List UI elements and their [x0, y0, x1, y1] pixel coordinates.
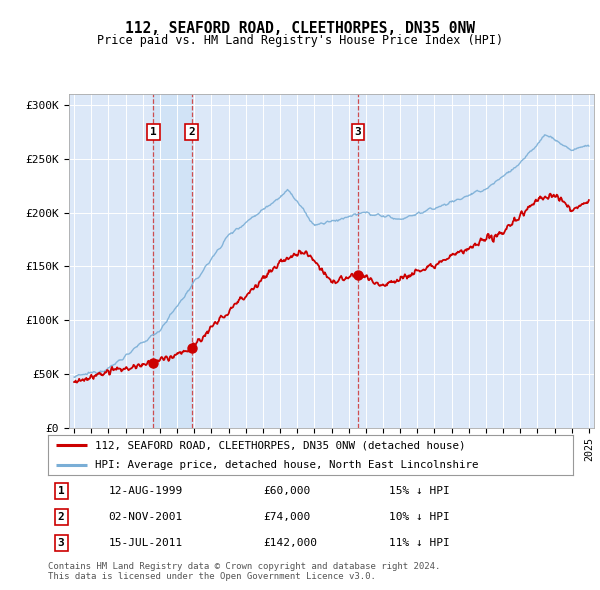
Text: 15% ↓ HPI: 15% ↓ HPI — [389, 486, 450, 496]
Text: 2: 2 — [188, 127, 195, 137]
Text: 2: 2 — [58, 512, 65, 522]
Text: 10% ↓ HPI: 10% ↓ HPI — [389, 512, 450, 522]
Bar — [154, 94, 191, 428]
Text: 112, SEAFORD ROAD, CLEETHORPES, DN35 0NW: 112, SEAFORD ROAD, CLEETHORPES, DN35 0NW — [125, 21, 475, 35]
Text: 112, SEAFORD ROAD, CLEETHORPES, DN35 0NW (detached house): 112, SEAFORD ROAD, CLEETHORPES, DN35 0NW… — [95, 440, 466, 450]
Text: 11% ↓ HPI: 11% ↓ HPI — [389, 538, 450, 548]
Text: £74,000: £74,000 — [263, 512, 311, 522]
Text: Price paid vs. HM Land Registry's House Price Index (HPI): Price paid vs. HM Land Registry's House … — [97, 34, 503, 47]
Text: £60,000: £60,000 — [263, 486, 311, 496]
Text: 15-JUL-2011: 15-JUL-2011 — [109, 538, 182, 548]
Text: £142,000: £142,000 — [263, 538, 317, 548]
Text: 12-AUG-1999: 12-AUG-1999 — [109, 486, 182, 496]
Text: 3: 3 — [355, 127, 361, 137]
Text: This data is licensed under the Open Government Licence v3.0.: This data is licensed under the Open Gov… — [48, 572, 376, 581]
Text: 1: 1 — [150, 127, 157, 137]
Text: 02-NOV-2001: 02-NOV-2001 — [109, 512, 182, 522]
Text: HPI: Average price, detached house, North East Lincolnshire: HPI: Average price, detached house, Nort… — [95, 460, 479, 470]
Text: 1: 1 — [58, 486, 65, 496]
Text: Contains HM Land Registry data © Crown copyright and database right 2024.: Contains HM Land Registry data © Crown c… — [48, 562, 440, 571]
Text: 3: 3 — [58, 538, 65, 548]
